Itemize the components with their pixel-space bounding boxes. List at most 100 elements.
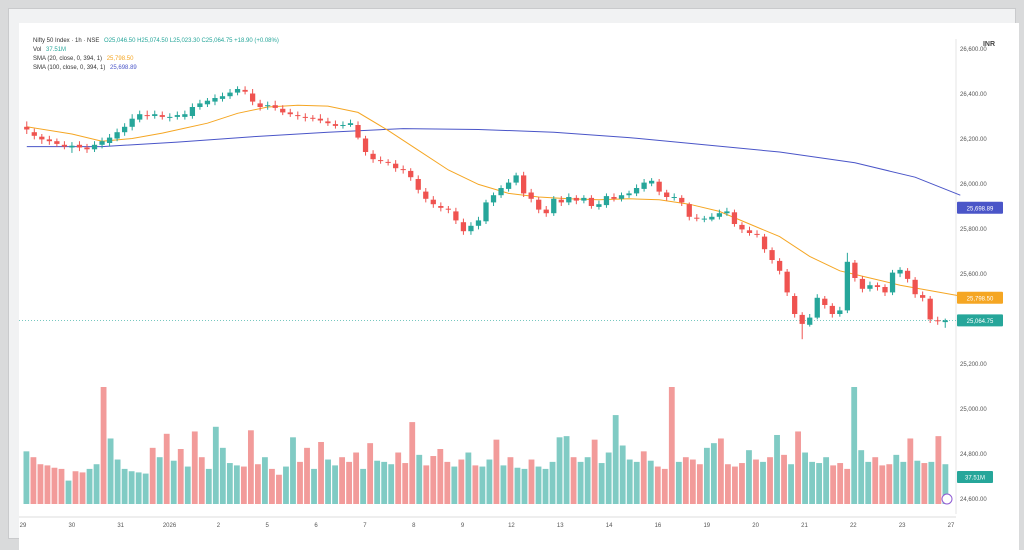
- volume-bar: [767, 457, 773, 504]
- volume-bar: [528, 459, 535, 504]
- x-tick-label: 29: [20, 523, 27, 529]
- candle-body: [889, 272, 896, 293]
- symbol-row[interactable]: Nifty 50 Index · 1h · NSE O25,046.50 H25…: [33, 37, 279, 46]
- sma20-price-tag-bg: [957, 291, 1003, 304]
- candle-body: [784, 271, 790, 293]
- candle-body: [709, 216, 715, 220]
- candle-body: [340, 125, 346, 126]
- candle-body: [159, 115, 165, 117]
- candle-body: [234, 89, 241, 93]
- candle-body: [317, 118, 324, 121]
- sma100-row[interactable]: SMA (100, close, 0, 394, 1) 25,698.89: [33, 64, 279, 73]
- price-chart-svg[interactable]: 26,600.00 26,400.00 26,200.00 26,000.00 25,8…: [9, 9, 1015, 538]
- candle-body: [415, 179, 421, 190]
- volume-bar: [276, 474, 282, 504]
- candle-body: [679, 197, 685, 203]
- sma20-row[interactable]: SMA (20, close, 0, 394, 1) 25,798.50: [33, 55, 279, 64]
- volume-bar: [626, 459, 633, 504]
- volume-bar: [135, 472, 142, 504]
- volume-bar: [774, 434, 780, 504]
- x-tick-label: 8: [412, 523, 416, 529]
- candle-body: [724, 211, 730, 214]
- volume-bar: [128, 471, 135, 504]
- candle-body: [362, 138, 369, 152]
- volume-bar: [844, 468, 851, 504]
- currency-badge[interactable]: INR: [982, 41, 995, 48]
- volume-bar: [255, 464, 261, 504]
- volume-bar: [928, 461, 935, 504]
- volume-bar: [591, 439, 598, 504]
- scroll-to-realtime-button[interactable]: [941, 493, 953, 505]
- x-tick-label: 21: [801, 523, 808, 529]
- volume-bar: [739, 463, 745, 504]
- candle-body: [423, 191, 429, 199]
- candle-body: [287, 112, 293, 115]
- candle-body: [46, 139, 52, 142]
- volume-bar: [619, 445, 626, 504]
- candle-body: [302, 116, 308, 118]
- candle-body: [498, 188, 504, 196]
- candle-body: [701, 218, 707, 220]
- candle-body: [573, 197, 579, 201]
- volume-bar: [893, 454, 900, 504]
- volume-bar: [205, 468, 212, 504]
- candle-body: [641, 182, 647, 189]
- candle-body: [754, 233, 760, 235]
- candle-body: [513, 175, 519, 183]
- x-tick-label: 23: [899, 523, 906, 529]
- y-tick-label: 24,600.00: [960, 497, 987, 503]
- volume-bar: [725, 464, 731, 504]
- candle-body: [189, 107, 196, 116]
- volume-bar: [156, 457, 163, 504]
- candle-body: [121, 126, 128, 133]
- candle-body: [603, 196, 610, 206]
- volume-bar: [430, 456, 437, 504]
- volume-bar: [802, 452, 808, 504]
- candle-body: [144, 115, 150, 117]
- candle-body: [716, 213, 723, 217]
- volume-bar: [661, 468, 668, 504]
- volume-bar: [381, 461, 388, 504]
- chart-window: Nifty 50 Index · 1h · NSE O25,046.50 H25…: [8, 8, 1019, 550]
- volume-bar: [170, 460, 177, 504]
- volume-bar: [584, 457, 591, 504]
- volume-bar: [886, 464, 893, 504]
- candle-body: [242, 89, 248, 92]
- candle-body: [257, 103, 263, 107]
- candle-body: [664, 192, 670, 197]
- sma100-line: [26, 128, 961, 196]
- volume-bar: [311, 468, 317, 504]
- volume-bar: [732, 466, 738, 504]
- volume-bar: [318, 441, 324, 504]
- candle-body: [347, 123, 354, 125]
- volume-bar: [788, 464, 794, 504]
- candle-body: [935, 320, 941, 322]
- volume-bar: [921, 463, 928, 504]
- candle-body: [99, 141, 105, 145]
- candle-body: [182, 114, 188, 117]
- volume-bar: [703, 447, 710, 504]
- candle-body: [438, 206, 444, 208]
- candle-body: [219, 96, 226, 99]
- candle-body: [393, 163, 399, 169]
- volume-bar: [346, 461, 353, 504]
- x-tick-label: 19: [703, 523, 710, 529]
- volume-bar: [149, 447, 156, 504]
- candle-body: [272, 105, 278, 108]
- volume-bar: [395, 452, 402, 504]
- volume-bar: [332, 465, 338, 504]
- candle-body: [174, 115, 180, 117]
- volume-row[interactable]: Vol 37.51M: [33, 46, 279, 55]
- volume-bar: [942, 464, 949, 504]
- volume-bar: [598, 463, 605, 504]
- candle-body: [265, 105, 271, 107]
- sma20-value: 25,798.50: [106, 56, 134, 62]
- candle-body: [776, 260, 783, 271]
- volume-bar: [212, 426, 219, 504]
- volume-bar: [437, 449, 444, 504]
- volume-bar: [760, 461, 766, 504]
- candle-body: [618, 195, 625, 199]
- candle-body: [204, 100, 211, 105]
- volume-bar: [339, 457, 345, 504]
- candle-body: [792, 296, 798, 314]
